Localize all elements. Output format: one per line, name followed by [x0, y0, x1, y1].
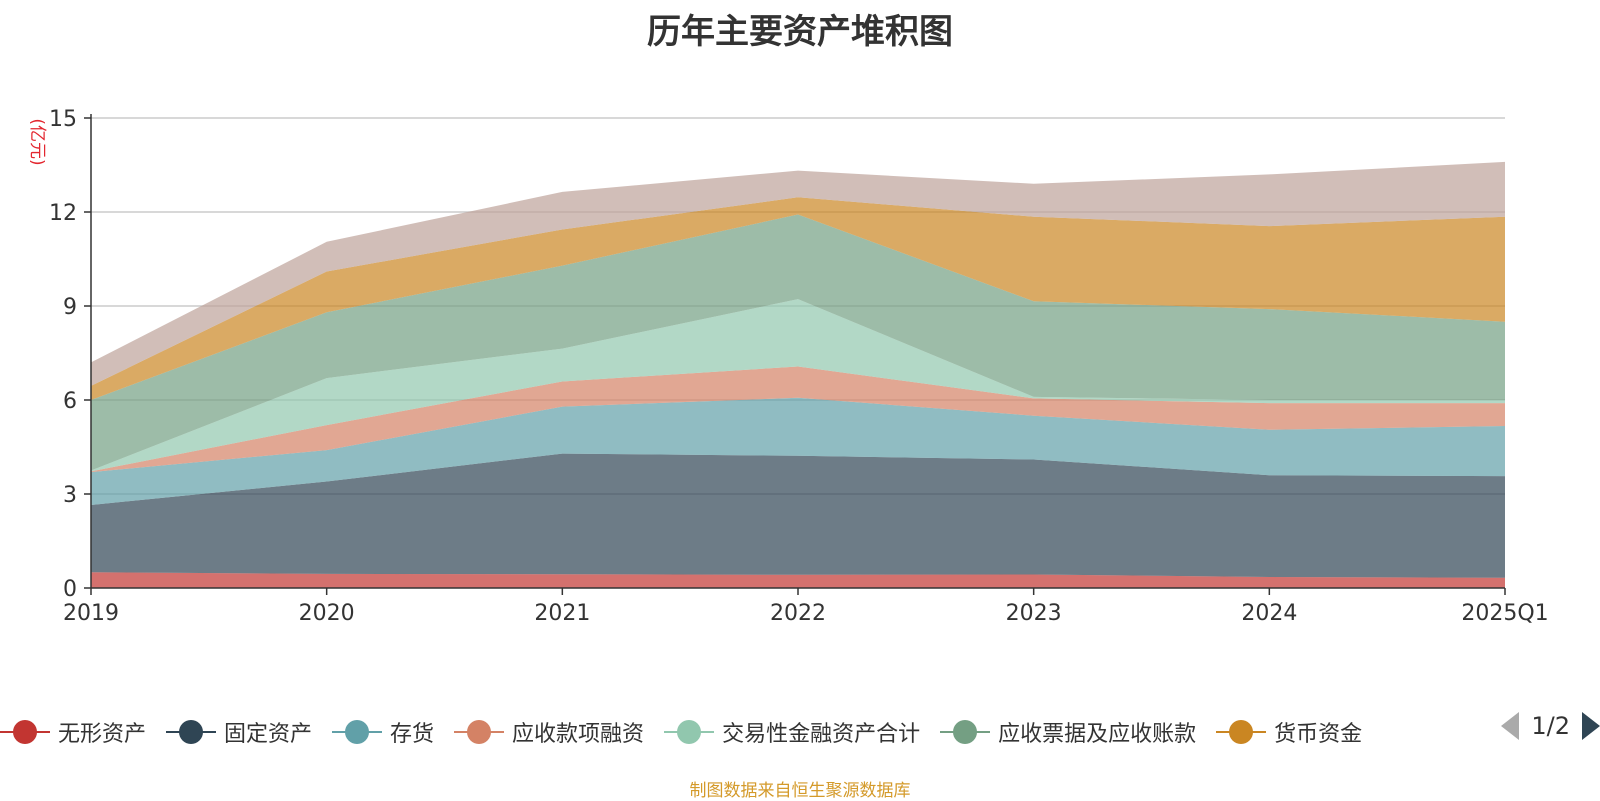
legend-item-label: 无形资产 [58, 722, 147, 747]
legend-item[interactable]: 交易性金融资产合计 [664, 716, 920, 748]
legend-item[interactable]: 应收款项融资 [454, 716, 644, 748]
circle-marker-icon [664, 720, 715, 744]
legend-item-label: 应收款项融资 [512, 722, 645, 747]
circle-marker-icon [0, 720, 50, 744]
legend-item[interactable]: 应收票据及应收账款 [940, 716, 1196, 748]
legend-item-label: 货币资金 [1274, 722, 1363, 747]
area-series-4[interactable] [91, 299, 1505, 472]
y-tick-label: 3 [63, 483, 77, 508]
area-series-2[interactable] [91, 397, 1505, 505]
legend-item-label: 交易性金融资产合计 [722, 722, 921, 747]
stacked-area-chart: 0 3 6 9 12 15 2019 2020 2021 2022 2023 2024 2025Q1 (… [27, 107, 1549, 626]
legend-item-label: 固定资产 [224, 722, 313, 747]
x-tick-label: 2020 [299, 601, 355, 626]
chart-title: 历年主要资产堆积图 [647, 12, 953, 52]
circle-marker-icon [166, 720, 217, 744]
x-tick-label: 2023 [1006, 601, 1062, 626]
area-series-6[interactable] [91, 197, 1505, 400]
legend: 无形资产 固定资产 存货 应收款项融资 交易性金融资产合计 应收票据及应收账款 货币资金 [0, 712, 1382, 752]
axes: 0 3 6 9 12 15 2019 2020 2021 2022 2023 2024 2025Q1 [49, 107, 1549, 626]
y-axis-unit-label: (亿元) [27, 118, 47, 165]
y-tick-label: 9 [63, 295, 77, 320]
area-series-7[interactable] [91, 161, 1505, 386]
legend-pager: 1/2 [1501, 712, 1600, 740]
source-note: 制图数据来自恒生聚源数据库 [689, 781, 911, 801]
area-series-3[interactable] [91, 366, 1505, 473]
x-tick-label: 2021 [534, 601, 590, 626]
y-tick-label: 6 [63, 389, 77, 414]
circle-marker-icon [332, 720, 383, 744]
triangle-left-icon[interactable] [1501, 712, 1520, 740]
x-tick-label: 2022 [770, 601, 826, 626]
area-series-5[interactable] [91, 214, 1505, 471]
legend-item[interactable]: 存货 [332, 716, 434, 748]
circle-marker-icon [940, 720, 991, 744]
x-tick-label: 2025Q1 [1461, 601, 1548, 626]
area-series-1[interactable] [91, 453, 1505, 578]
triangle-right-icon[interactable] [1582, 712, 1600, 740]
y-tick-label: 15 [49, 107, 77, 132]
y-tick-label: 0 [63, 577, 77, 602]
circle-marker-icon [454, 720, 505, 744]
x-tick-label: 2024 [1241, 601, 1297, 626]
legend-item[interactable]: 货币资金 [1216, 716, 1362, 748]
x-tick-label: 2019 [63, 601, 119, 626]
area-series [91, 161, 1505, 588]
circle-marker-icon [1216, 720, 1267, 744]
area-series-0[interactable] [91, 572, 1505, 588]
legend-page-indicator: 1/2 [1531, 712, 1570, 740]
legend-item-label: 应收票据及应收账款 [998, 722, 1197, 747]
legend-item[interactable]: 固定资产 [166, 716, 312, 748]
y-tick-label: 12 [49, 201, 77, 226]
legend-item[interactable]: 无形资产 [0, 716, 146, 748]
legend-item-label: 存货 [390, 722, 435, 747]
